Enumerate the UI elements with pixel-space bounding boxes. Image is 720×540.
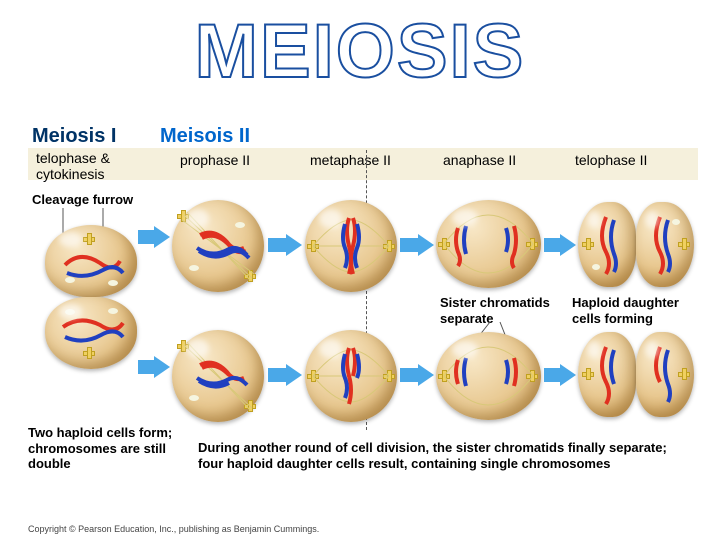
arrow-1-top-head: [154, 226, 170, 248]
cell-telophase2-top-left: [578, 202, 636, 287]
arrow-2-bot-head: [286, 364, 302, 386]
arrow-3-top: [400, 238, 420, 252]
cell-anaphase2-bottom: [436, 332, 541, 420]
cell-telophase2-bot-left: [578, 332, 636, 417]
copyright-text: Copyright © Pearson Education, Inc., pub…: [28, 524, 319, 534]
phase-prophase2: prophase II: [180, 152, 250, 168]
cell-telophase2-top-right: [636, 202, 694, 287]
arrow-2-top-head: [286, 234, 302, 256]
section-meiosis-1: Meiosis I: [32, 125, 116, 148]
cell-telophase2-bot-right: [636, 332, 694, 417]
arrow-3-bot-head: [418, 364, 434, 386]
phase-anaphase2: anaphase II: [443, 152, 516, 168]
cell-telophase1-bottom: [45, 297, 137, 369]
arrow-3-top-head: [418, 234, 434, 256]
cell-prophase2-bottom: [172, 330, 264, 422]
cell-anaphase2-top: [436, 200, 541, 288]
cell-prophase2-top: [172, 200, 264, 292]
cell-telophase1-top: [45, 225, 137, 297]
anno-bottom-caption: During another round of cell division, t…: [198, 440, 678, 471]
anno-two-haploid: Two haploid cells form; chromosomes are …: [28, 425, 178, 472]
arrow-2-top: [268, 238, 288, 252]
page-title: MEIOSIS: [195, 8, 526, 95]
cell-metaphase2-bottom: [305, 330, 397, 422]
cell-metaphase2-top: [305, 200, 397, 292]
anno-haploid-daughter: Haploid daughter cells forming: [572, 295, 692, 326]
arrow-2-bot: [268, 368, 288, 382]
arrow-1-bot-head: [154, 356, 170, 378]
phase-telophase2: telophase II: [575, 152, 647, 168]
arrow-4-top-head: [560, 234, 576, 256]
arrow-3-bot: [400, 368, 420, 382]
phase-metaphase2: metaphase II: [310, 152, 391, 168]
section-meiosis-2: Meisois II: [160, 125, 250, 148]
phase-telophase1: telophase & cytokinesis: [36, 150, 136, 182]
arrow-4-bot-head: [560, 364, 576, 386]
